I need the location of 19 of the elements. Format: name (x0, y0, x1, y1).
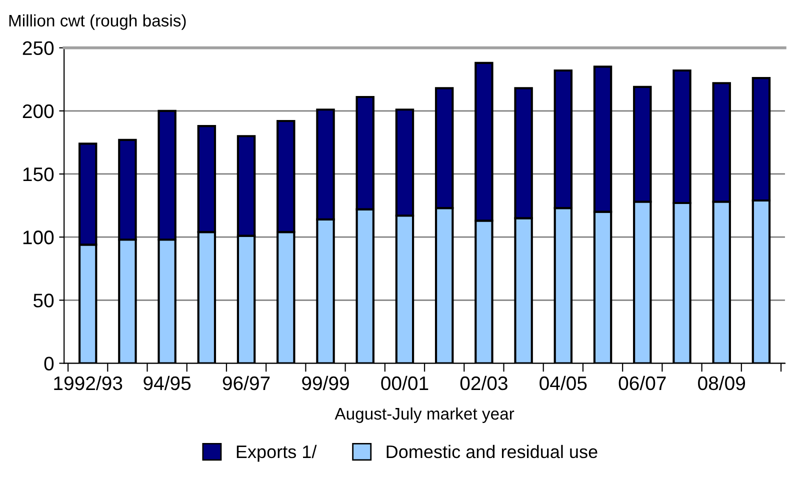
x-tick-label: 00/01 (381, 376, 428, 390)
y-tick-label: 50 (34, 294, 54, 308)
x-tick-label: 04/05 (540, 376, 587, 390)
x-tick-label: 94/95 (144, 376, 191, 390)
y-tick-label: 100 (23, 230, 54, 244)
x-tick-label: 08/09 (698, 376, 746, 390)
y-axis-title: Million cwt (rough basis) (9, 14, 186, 30)
y-tick-label: 150 (23, 167, 54, 182)
x-tick-label: 96/97 (222, 376, 270, 390)
y-tick-label: 0 (44, 356, 54, 371)
x-tick-label: 99/99 (302, 376, 349, 390)
y-tick-label: 200 (22, 104, 54, 118)
x-tick-label: 06/07 (618, 376, 666, 390)
y-tick-label: 250 (22, 41, 54, 56)
x-tick-label: 02/03 (460, 376, 508, 390)
x-tick-label: 1992/93 (54, 376, 122, 390)
legend-label: Domestic and residual use (386, 444, 598, 458)
legend-label: Exports 1/ (236, 444, 317, 462)
x-axis-title: August-July market year (334, 407, 514, 423)
